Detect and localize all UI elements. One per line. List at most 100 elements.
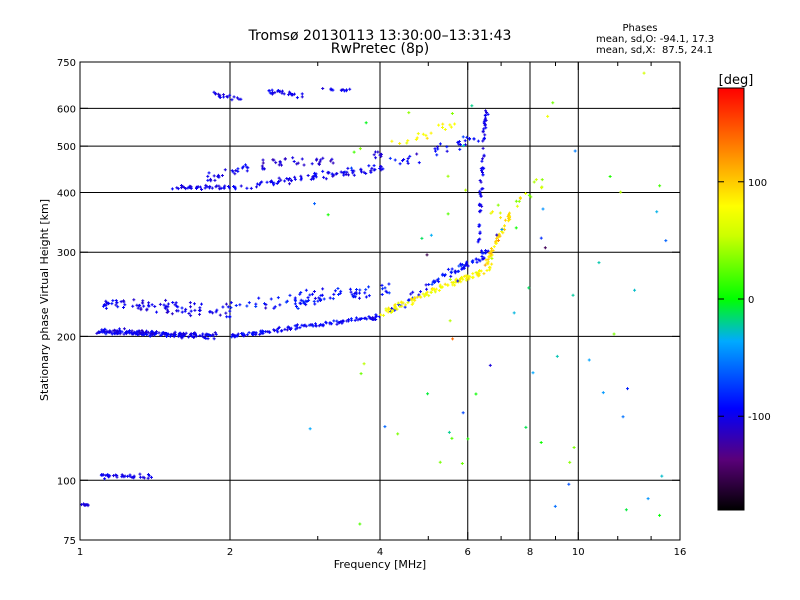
data-point bbox=[468, 137, 472, 141]
data-point bbox=[180, 336, 184, 340]
data-point bbox=[496, 235, 500, 239]
data-point bbox=[363, 291, 367, 295]
data-point bbox=[299, 290, 303, 294]
data-point bbox=[183, 309, 187, 313]
data-point bbox=[115, 332, 119, 336]
data-point bbox=[411, 290, 415, 294]
data-point bbox=[553, 504, 557, 508]
data-point bbox=[429, 233, 433, 237]
data-point bbox=[162, 303, 166, 307]
data-point bbox=[104, 332, 108, 336]
data-point bbox=[424, 292, 428, 296]
data-point bbox=[149, 475, 153, 479]
data-point bbox=[441, 125, 445, 129]
data-point bbox=[138, 475, 142, 479]
data-point bbox=[480, 249, 484, 253]
data-point bbox=[396, 432, 400, 436]
data-point bbox=[132, 298, 136, 302]
data-point bbox=[184, 187, 188, 191]
data-point bbox=[497, 239, 501, 243]
data-point bbox=[308, 293, 312, 297]
data-point bbox=[507, 213, 511, 217]
data-point bbox=[147, 301, 151, 305]
data-point bbox=[468, 275, 472, 279]
data-point bbox=[389, 311, 393, 315]
data-point bbox=[172, 332, 176, 336]
data-point bbox=[295, 324, 299, 328]
data-point bbox=[352, 150, 356, 154]
data-point bbox=[543, 246, 547, 250]
data-point bbox=[220, 174, 224, 178]
data-point bbox=[228, 315, 232, 319]
data-point bbox=[463, 264, 467, 268]
data-point bbox=[207, 171, 211, 175]
colorbar-tick-label: -100 bbox=[748, 412, 771, 423]
data-point bbox=[122, 300, 126, 304]
data-point bbox=[421, 292, 425, 296]
data-point bbox=[101, 304, 105, 308]
data-point bbox=[351, 295, 355, 299]
data-point bbox=[115, 301, 119, 305]
data-point bbox=[104, 473, 108, 477]
data-point bbox=[485, 268, 489, 272]
data-point bbox=[215, 308, 219, 312]
data-point bbox=[642, 71, 646, 75]
data-point bbox=[436, 277, 440, 281]
data-point bbox=[430, 282, 434, 286]
data-point bbox=[107, 302, 111, 306]
data-point bbox=[336, 287, 340, 291]
data-point bbox=[416, 295, 420, 299]
data-point bbox=[408, 154, 412, 158]
data-point bbox=[434, 287, 438, 291]
data-point bbox=[254, 304, 258, 308]
data-point bbox=[359, 168, 363, 172]
data-point bbox=[414, 138, 418, 142]
data-point bbox=[192, 335, 196, 339]
data-point bbox=[313, 202, 317, 206]
data-point bbox=[472, 137, 476, 141]
data-point bbox=[234, 303, 238, 307]
data-point bbox=[425, 253, 429, 257]
data-point bbox=[572, 446, 576, 450]
data-point bbox=[415, 152, 419, 156]
colorbar-ticks: 100 0 -100 bbox=[717, 87, 771, 511]
data-point bbox=[148, 334, 152, 338]
data-point bbox=[484, 109, 488, 113]
data-point bbox=[460, 267, 464, 271]
data-point bbox=[431, 287, 435, 291]
data-point bbox=[114, 303, 118, 307]
data-point bbox=[465, 263, 469, 267]
data-point bbox=[282, 92, 286, 96]
data-point bbox=[261, 167, 265, 171]
data-point bbox=[187, 311, 191, 315]
data-point bbox=[495, 233, 499, 237]
data-point bbox=[298, 326, 302, 330]
data-point bbox=[350, 293, 354, 297]
data-point bbox=[249, 186, 253, 190]
data-point bbox=[539, 236, 543, 240]
data-point bbox=[438, 142, 442, 146]
data-point bbox=[110, 302, 114, 306]
data-point bbox=[184, 331, 188, 335]
data-point bbox=[292, 92, 296, 96]
data-point bbox=[258, 332, 262, 336]
data-point bbox=[490, 262, 494, 266]
data-point bbox=[486, 249, 490, 253]
data-point bbox=[287, 182, 291, 186]
data-point bbox=[655, 210, 659, 214]
data-point bbox=[216, 175, 220, 179]
data-point bbox=[171, 300, 175, 304]
data-point bbox=[225, 315, 229, 319]
data-point bbox=[475, 260, 479, 264]
data-point bbox=[451, 283, 455, 287]
data-point bbox=[122, 332, 126, 336]
data-point bbox=[346, 166, 350, 170]
data-point bbox=[393, 303, 397, 307]
data-point bbox=[310, 162, 314, 166]
data-point bbox=[299, 298, 303, 302]
data-point bbox=[321, 169, 325, 173]
data-point bbox=[177, 333, 181, 337]
data-point bbox=[273, 305, 277, 309]
data-point bbox=[122, 475, 126, 479]
